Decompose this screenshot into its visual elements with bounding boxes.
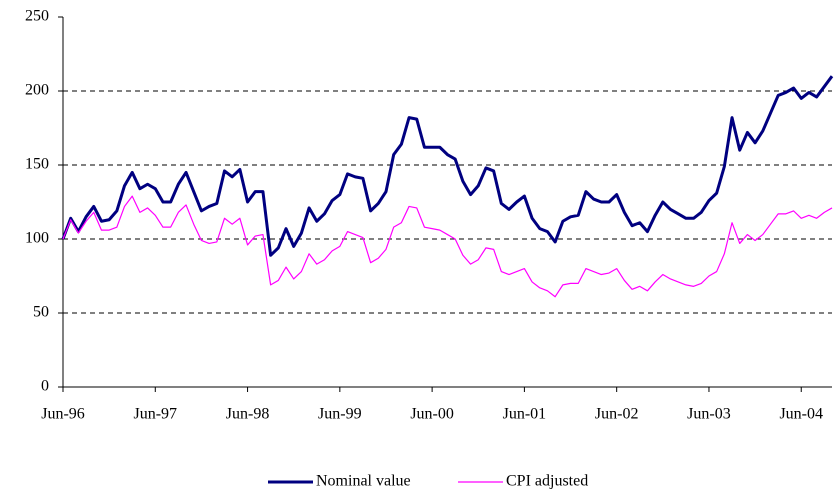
y-tick-label: 200 [25,82,49,99]
y-tick-label: 250 [25,8,49,25]
x-tick-label: Jun-02 [595,406,639,423]
x-tick-label: Jun-03 [687,406,731,423]
series-line [62,195,833,298]
x-tick-label: Jun-99 [318,406,362,423]
x-tick-label: Jun-96 [41,406,85,423]
series-line [61,75,834,257]
x-tick-label: Jun-98 [226,406,270,423]
y-tick-label: 50 [33,304,49,321]
y-tick-label: 150 [25,156,49,173]
x-tick-label: Jun-01 [503,406,547,423]
legend-label: CPI adjusted [506,473,588,490]
x-tick-label: Jun-04 [779,406,823,423]
x-tick-label: Jun-97 [133,406,177,423]
x-tick-label: Jun-00 [410,406,454,423]
legend-label: Nominal value [316,473,411,490]
y-tick-label: 100 [25,230,49,247]
y-tick-label: 0 [41,378,49,395]
